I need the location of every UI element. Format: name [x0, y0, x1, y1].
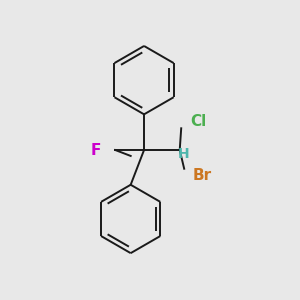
Text: Br: Br	[193, 168, 212, 183]
Text: F: F	[91, 142, 101, 158]
Text: Cl: Cl	[190, 114, 206, 129]
Text: H: H	[178, 147, 190, 160]
